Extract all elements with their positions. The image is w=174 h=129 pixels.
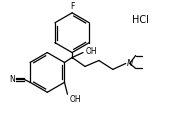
Text: N: N — [9, 75, 15, 84]
Text: OH: OH — [69, 95, 81, 104]
Text: HCl: HCl — [132, 15, 149, 25]
Text: OH: OH — [86, 47, 98, 56]
Text: N: N — [127, 59, 133, 68]
Text: F: F — [70, 2, 74, 11]
